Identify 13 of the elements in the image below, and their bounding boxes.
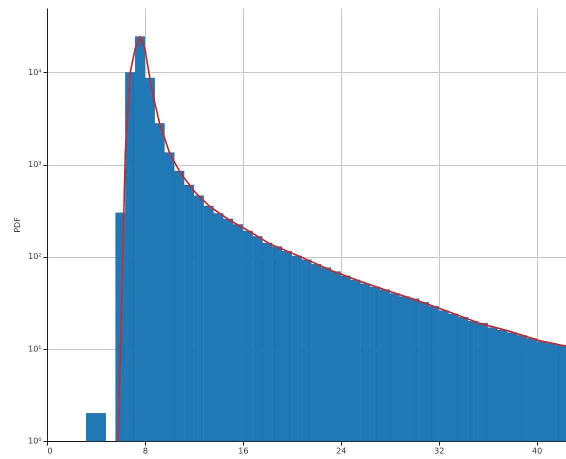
- y-axis-title: PDF: [13, 216, 22, 233]
- y-tick-label: 10⁴: [28, 68, 42, 77]
- x-tick-label: 40: [532, 446, 542, 456]
- y-tick-label: 10²: [28, 252, 42, 262]
- y-tick-label: 10³: [28, 160, 42, 170]
- line-series: [117, 36, 566, 441]
- x-tick-label: 8: [142, 446, 148, 456]
- x-tick-label: 16: [238, 446, 248, 456]
- y-tick-label: 10¹: [28, 344, 42, 354]
- x-tick-label: 32: [434, 446, 444, 456]
- x-tick-label: 0: [48, 446, 53, 456]
- y-tick-label: 10⁰: [28, 436, 42, 446]
- x-tick-label: 24: [336, 446, 346, 456]
